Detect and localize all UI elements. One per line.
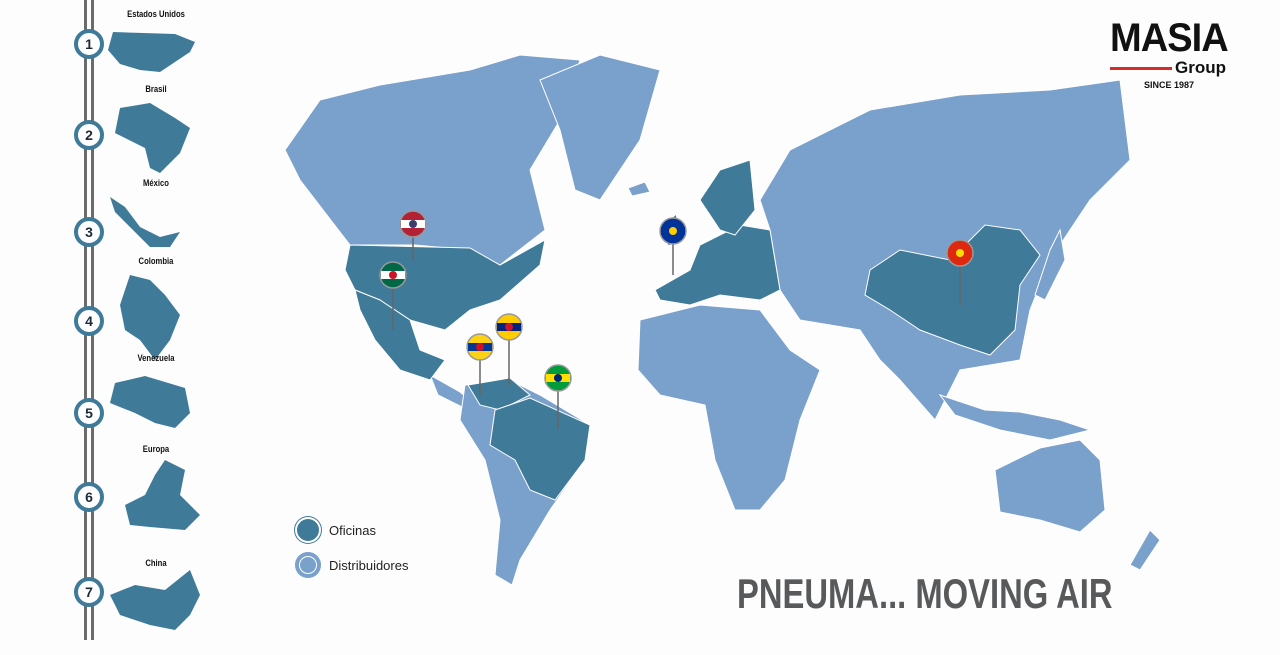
masia-group-logo: MASIA Group SINCE 1987 [1110,16,1245,90]
step-number-badge: 2 [74,120,104,150]
country-silhouette-icon [110,376,190,428]
step-label: Europa [142,444,170,454]
step-label: Venezuela [137,353,175,363]
region-australia [994,439,1106,533]
step-number-badge: 6 [74,482,104,512]
step-number-badge: 5 [74,398,104,428]
country-silhouette-icon [120,275,180,360]
pin-m-xico[interactable] [379,261,407,330]
region-mexico [354,289,446,381]
pin-colombia[interactable] [466,333,494,395]
region-colombia-venezuela [467,377,531,411]
step-number-badge: 4 [74,306,104,336]
step-label: Brasil [145,84,167,94]
country-silhouette-icon [115,103,190,173]
legend-offices: Oficinas [295,517,376,543]
logo-name: MASIA [1110,16,1229,60]
step-label: Estados Unidos [127,9,185,19]
region-scandinavia [699,159,756,236]
pin-brasil[interactable] [544,364,572,430]
region-new-zealand [1129,529,1161,571]
pin-estados-unidos[interactable] [399,210,427,260]
pin-venezuela[interactable] [495,313,523,385]
region-iceland [627,181,651,197]
region-europe [654,224,781,306]
legend-offices-label: Oficinas [329,522,376,538]
region-africa [637,304,821,511]
region-brazil [489,397,591,501]
country-silhouette-icon [125,460,200,530]
step-number-badge: 1 [74,29,104,59]
world-map [284,54,1161,586]
country-silhouette-icon [110,197,180,247]
legend-distributors-label: Distribuidores [329,557,409,573]
region-japan [1034,228,1066,301]
step-number-badge: 7 [74,577,104,607]
logo-since: SINCE 1987 [1144,80,1195,90]
logo-sub: Group [1175,58,1226,77]
distributor-dot-icon [295,552,321,578]
slogan: PNEUMA... MOVING AIR [737,570,1113,617]
step-label: México [143,178,169,188]
step-number-badge: 3 [74,217,104,247]
region-indonesia [938,394,1092,441]
region-greenland [539,54,661,201]
office-dot-icon [295,517,321,543]
pin-china[interactable] [946,239,974,305]
legend-distributors: Distribuidores [295,552,408,578]
region-asia [759,79,1131,421]
logo-red-bar [1110,66,1172,70]
region-canada-alaska [284,54,581,266]
pin-europa[interactable] [659,217,687,275]
step-label: China [145,558,167,568]
country-silhouette-icon [110,570,200,630]
step-label: Colombia [138,256,174,266]
country-silhouette-icon [108,32,195,72]
